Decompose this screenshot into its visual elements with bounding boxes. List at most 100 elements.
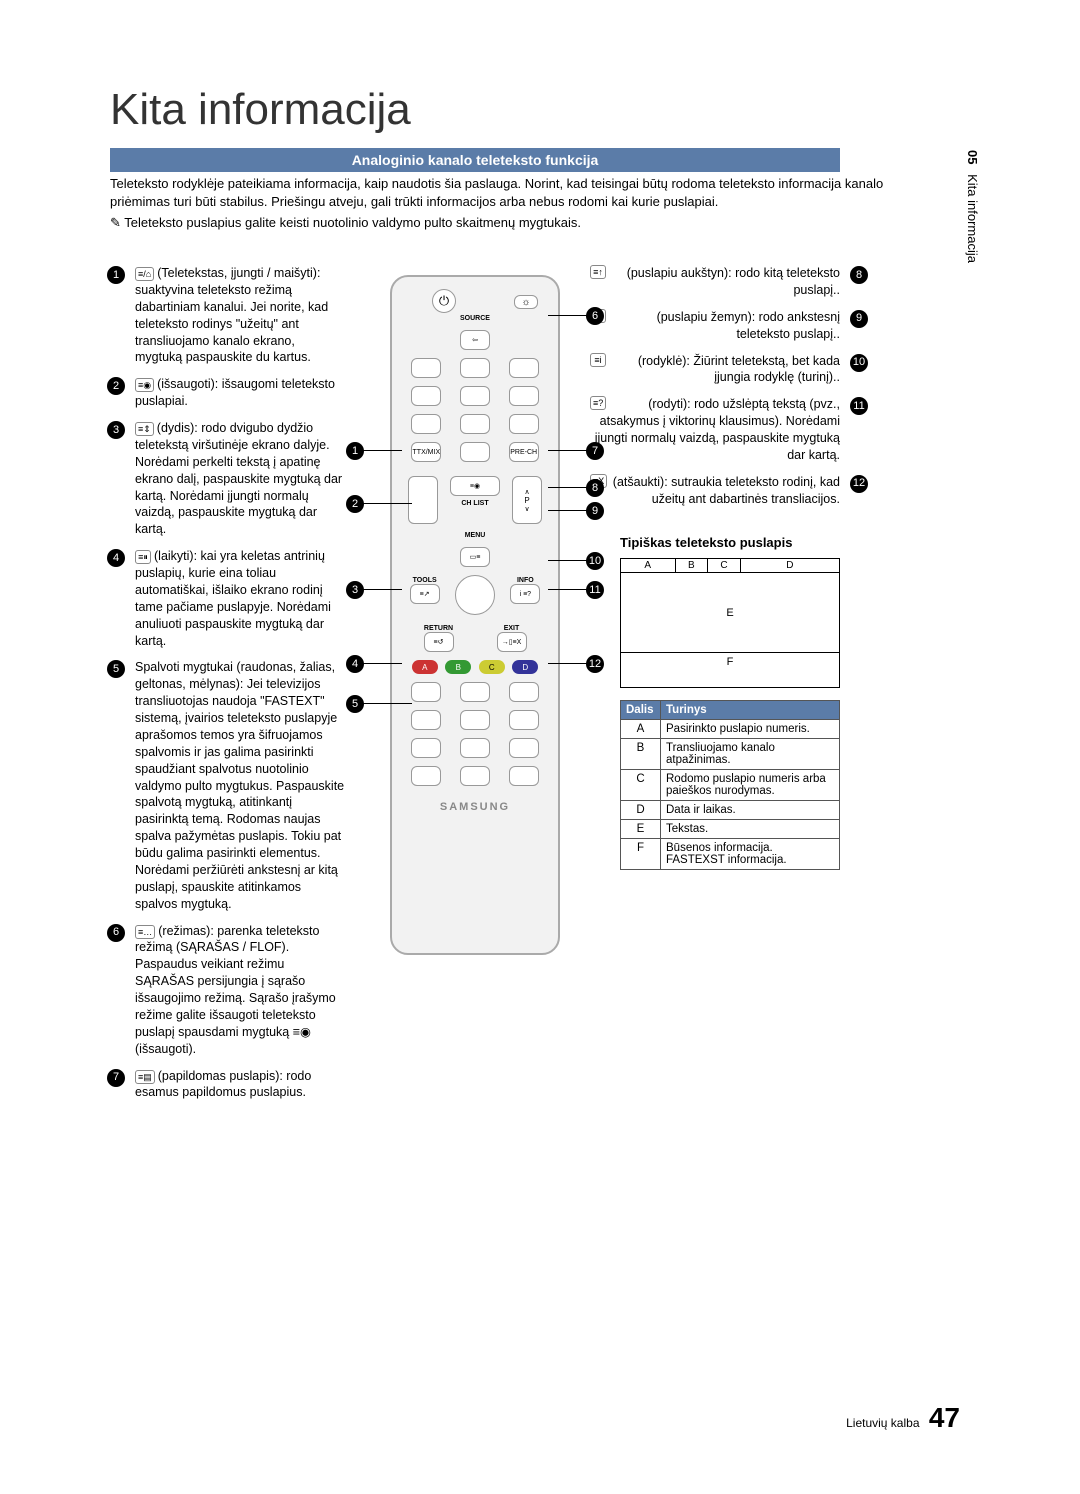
cell-text: Data ir laikas. (661, 801, 840, 820)
media-btn (509, 682, 539, 702)
item-badge: 10 (850, 354, 868, 372)
color-b: B (445, 660, 471, 674)
num-btn (411, 386, 441, 406)
cell-text: Būsenos informacija. FASTEXST informacij… (661, 839, 840, 870)
item-text: (laikyti): kai yra keletas antrinių pusl… (135, 549, 331, 647)
item-badge: 4 (107, 549, 125, 567)
dpad (455, 575, 495, 615)
info-label: INFO (510, 577, 540, 584)
num-btn (411, 414, 441, 434)
media-btn (411, 682, 441, 702)
media-btn (460, 738, 490, 758)
typical-diagram: A B C D E F (620, 558, 840, 688)
item-text: (išsaugoti): išsaugomi teleteksto puslap… (135, 377, 335, 408)
side-tab-num: 05 (965, 150, 980, 164)
num-btn (509, 358, 539, 378)
table-row: DData ir laikas. (621, 801, 840, 820)
list-item: 1≡/⌂(Teletekstas, įjungti / maišyti): su… (135, 265, 345, 366)
remote-key-icon: ≡◉ (135, 378, 154, 392)
exit-btn: →▯≡X (497, 632, 527, 652)
cell-part: D (621, 801, 661, 820)
footer-page: 47 (929, 1402, 960, 1433)
item-badge: 11 (850, 397, 868, 415)
callout-line (548, 450, 588, 451)
typ-d: D (741, 559, 839, 572)
media-btn (460, 682, 490, 702)
info-btn: i ≡? (510, 584, 540, 604)
media-btn (460, 710, 490, 730)
media-btn (509, 738, 539, 758)
media-btn (460, 766, 490, 786)
item-badge: 9 (850, 310, 868, 328)
item-text: (Teletekstas, įjungti / maišyti): suakty… (135, 266, 328, 364)
brand-label: SAMSUNG (392, 801, 558, 813)
exit-label: EXIT (497, 625, 527, 632)
callout-badge: 8 (586, 479, 604, 497)
remote-key-icon: ≡⏸ (135, 550, 151, 564)
chlist-label: CH LIST (450, 500, 500, 507)
color-d: D (512, 660, 538, 674)
cell-part: B (621, 739, 661, 770)
num-btn (509, 386, 539, 406)
return-btn: ≡↺ (424, 632, 454, 652)
media-btn (509, 766, 539, 786)
callout-badge: 10 (586, 552, 604, 570)
ch-rocker: ∧P∨ (512, 476, 542, 524)
return-label: RETURN (424, 625, 454, 632)
item-badge: 2 (107, 377, 125, 395)
left-column: 1≡/⌂(Teletekstas, įjungti / maišyti): su… (135, 265, 345, 1111)
side-tab-label: Kita informacija (965, 174, 980, 263)
table-row: CRodomo puslapio numeris arba paieškos n… (621, 770, 840, 801)
callout-line (548, 589, 588, 590)
color-c: C (479, 660, 505, 674)
power-icon: ⏻ (432, 289, 456, 313)
list-item: ≡↑(puslapiu aukštyn): rodo kitą teleteks… (590, 265, 840, 299)
item-badge: 8 (850, 266, 868, 284)
item-text: (rodyklė): Žiūrint teletekstą, bet kada … (638, 354, 840, 385)
remote-key-icon: ≡/⌂ (135, 267, 154, 281)
intro-text: Teleteksto rodyklėje pateikiama informac… (110, 175, 940, 210)
item-text: (papildomas puslapis): rodo esamus papil… (135, 1069, 311, 1100)
typ-b: B (676, 559, 709, 572)
footer-lang: Lietuvių kalba (846, 1416, 919, 1430)
remote-key-icon: ≡▤ (135, 1070, 155, 1084)
tools-btn: ≡↗ (410, 584, 440, 604)
th-content: Turinys (661, 701, 840, 720)
callout-line (548, 487, 588, 488)
callout-badge: 7 (586, 442, 604, 460)
remote-key-icon: ≡↑ (590, 265, 606, 279)
callout-line (548, 315, 588, 316)
remote-key-icon: ≡? (590, 396, 606, 410)
list-item: 5Spalvoti mygtukai (raudonas, žalias, ge… (135, 659, 345, 912)
right-column: ≡↑(puslapiu aukštyn): rodo kitą teleteks… (590, 265, 840, 518)
cell-part: A (621, 720, 661, 739)
cell-text: Tekstas. (661, 820, 840, 839)
callout-badge: 6 (586, 307, 604, 325)
cell-part: E (621, 820, 661, 839)
table-row: FBūsenos informacija. FASTEXST informaci… (621, 839, 840, 870)
color-a: A (412, 660, 438, 674)
ttxmix-button: TTX/MIX (411, 442, 441, 462)
side-tab: 05 Kita informacija (965, 150, 980, 263)
table-row: ETekstas. (621, 820, 840, 839)
list-item: ≡i(rodyklė): Žiūrint teletekstą, bet kad… (590, 353, 840, 387)
item-badge: 7 (107, 1069, 125, 1087)
tools-label: TOOLS (410, 577, 440, 584)
list-item: 7≡▤(papildomas puslapis): rodo esamus pa… (135, 1068, 345, 1102)
callout-badge: 1 (346, 442, 364, 460)
list-item: ≡?(rodyti): rodo užslėptą tekstą (pvz., … (590, 396, 840, 464)
menu-btn: ▭≡ (460, 547, 490, 567)
item-text: (dydis): rodo dvigubo dydžio teletekstą … (135, 421, 342, 536)
list-item: 3≡⇕(dydis): rodo dvigubo dydžio teleteks… (135, 420, 345, 538)
media-btn (509, 710, 539, 730)
callout-badge: 11 (586, 581, 604, 599)
section-bar: Analoginio kanalo teleteksto funkcija (110, 148, 840, 172)
light-icon: ☼ (514, 295, 538, 309)
callout-line (548, 510, 588, 511)
cell-text: Rodomo puslapio numeris arba paieškos nu… (661, 770, 840, 801)
parts-table: Dalis Turinys APasirinkto puslapio numer… (620, 700, 840, 870)
mute-btn: ≡◉ (450, 476, 500, 496)
typ-e: E (621, 573, 839, 653)
source-label: SOURCE (392, 315, 558, 322)
num-btn (460, 414, 490, 434)
